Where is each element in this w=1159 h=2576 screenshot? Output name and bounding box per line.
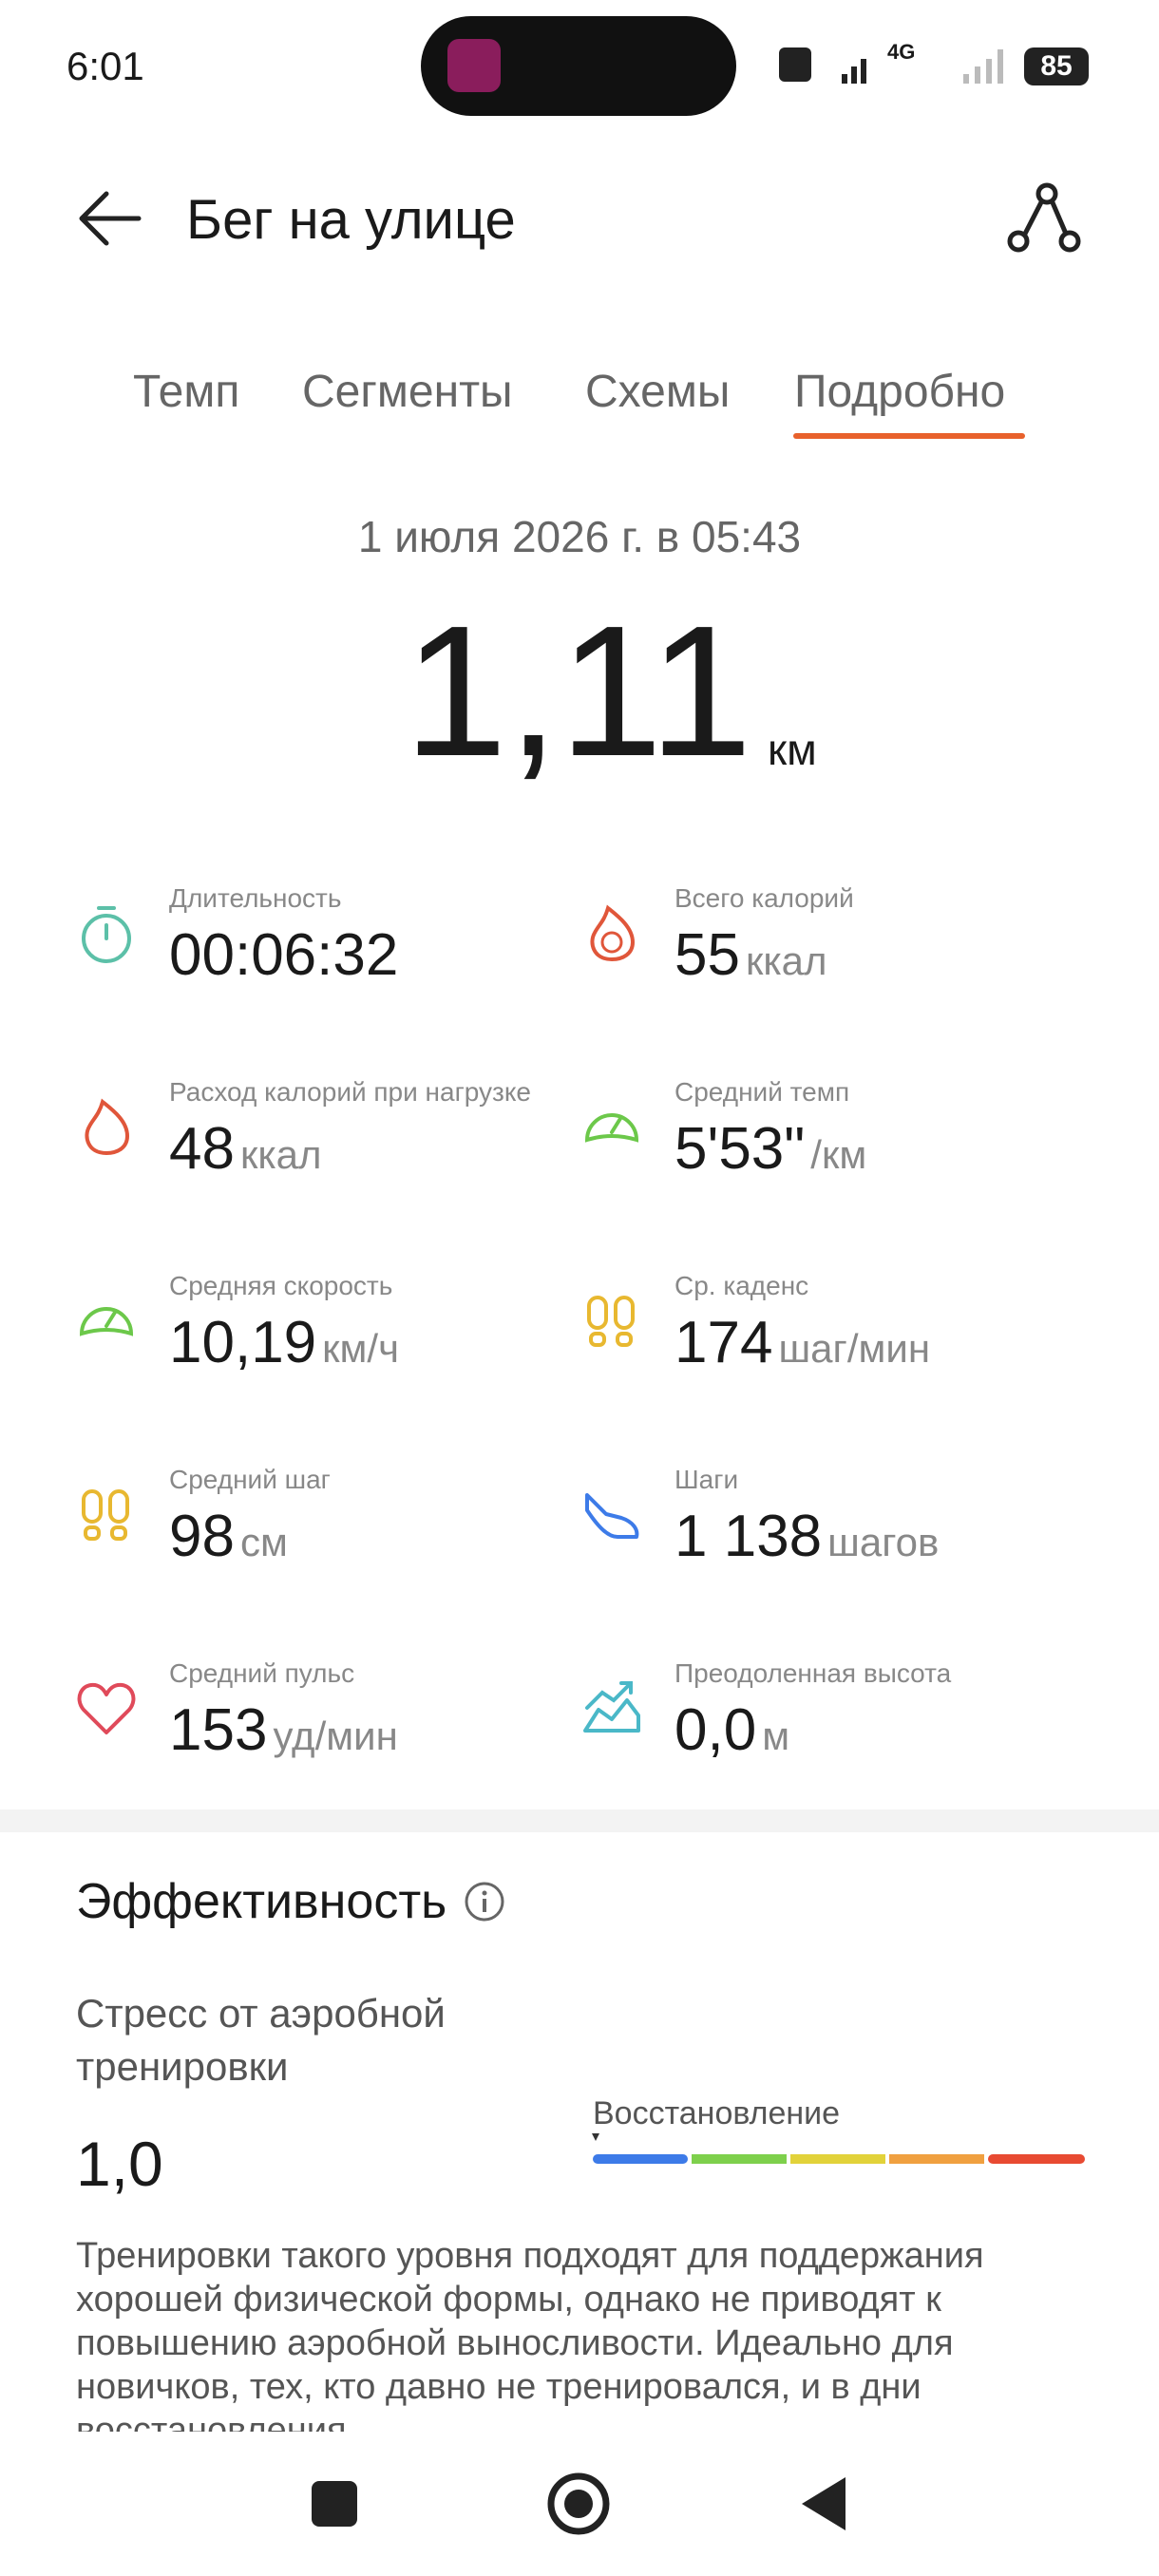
signal-2 — [963, 49, 1003, 84]
metric-label: Стресс от аэробной тренировки — [76, 1991, 446, 2089]
page-title: Бег на улице — [186, 189, 516, 251]
metric-unit: ккал — [745, 938, 827, 983]
metric-icon — [77, 1682, 136, 1734]
distance-value: 1,11 — [404, 587, 752, 795]
metric-number: 48 — [169, 1116, 235, 1182]
metric-icon — [85, 1098, 130, 1156]
metric-value: 5'53"/км — [674, 1115, 866, 1183]
metric-icon — [590, 904, 636, 962]
metric-number: 1 138 — [674, 1504, 823, 1569]
tab-indicator — [793, 433, 1025, 439]
section-title: Эффективность — [76, 1874, 447, 1929]
signal-icons — [779, 47, 866, 84]
camera-pill — [421, 16, 736, 116]
metric-unit: уд/мин — [273, 1714, 398, 1758]
metric-unit: ккал — [239, 1132, 322, 1177]
tab[interactable]: Темп — [133, 367, 240, 417]
metric-value: 10,19 км/ч — [169, 1309, 399, 1376]
metric-label: Средний шаг — [169, 1465, 331, 1494]
metric-unit: км/ч — [322, 1326, 399, 1371]
metric-number: 55 — [674, 922, 740, 988]
metric-unit: шагов — [827, 1520, 940, 1564]
workout-date: 1 июля 2026 г. в 05:43 — [357, 512, 802, 561]
metric-unit: шаг/мин — [778, 1326, 931, 1371]
metric-value: 55 ккал — [674, 921, 827, 989]
metric-unit: /км — [810, 1132, 867, 1177]
metric-value: 48 ккал — [169, 1115, 322, 1183]
metric-value: 1 138 шагов — [674, 1503, 939, 1570]
metric-number: 98 — [169, 1504, 235, 1569]
metric-unit: см — [239, 1520, 288, 1564]
metric-number: 0,0 — [674, 1697, 757, 1763]
metric-label: Длительность — [169, 883, 342, 913]
home-button[interactable] — [547, 2472, 610, 2535]
metric-label: Средний пульс — [169, 1658, 355, 1688]
metric-icon — [585, 1493, 639, 1539]
metric-number: 174 — [674, 1310, 773, 1375]
metric-label: Средний темп — [674, 1077, 850, 1107]
distance-unit: км — [768, 725, 817, 774]
info-button[interactable] — [464, 1881, 505, 1923]
media-icon — [447, 39, 501, 92]
metric-value: 0,0 м — [674, 1696, 789, 1764]
metric-icon — [79, 1307, 134, 1336]
status-time: 6:01 — [66, 44, 144, 88]
back-nav-button[interactable] — [802, 2477, 846, 2530]
scale-bar — [592, 2133, 1085, 2164]
metric-icon — [584, 1113, 639, 1143]
metric-icon — [583, 1681, 640, 1733]
scale-label: Восстановление — [593, 2095, 841, 2131]
metric-icon — [587, 1296, 635, 1347]
metric-number: 10,19 — [169, 1310, 317, 1375]
metric-value: 1,0 — [76, 2129, 163, 2199]
metric-icon — [82, 906, 131, 963]
metric-unit: м — [762, 1714, 790, 1758]
nav-bar — [312, 2472, 846, 2535]
metric-label: Расход калорий при нагрузке — [169, 1077, 532, 1107]
section-divider — [0, 1809, 1159, 1832]
recents-button[interactable] — [312, 2481, 357, 2527]
metric-number: 5'53" — [674, 1116, 806, 1182]
metric-value: 174 шаг/мин — [674, 1309, 930, 1376]
metric-value: 153 уд/мин — [169, 1696, 398, 1764]
metric-value: 98 см — [169, 1503, 288, 1570]
metric-label: Шаги — [674, 1465, 739, 1494]
metric-number: 00:06:32 — [169, 922, 399, 988]
route-button[interactable] — [1007, 182, 1083, 258]
metric-value: 00:06:32 — [169, 921, 398, 989]
tab[interactable]: Сегменты — [302, 367, 513, 417]
metric-label: Средняя скорость — [169, 1271, 393, 1300]
metric-number: 153 — [169, 1697, 268, 1763]
back-button[interactable] — [76, 186, 142, 253]
description: Тренировки такого уровня подходят для по… — [76, 2236, 984, 2432]
network-type: 4G — [887, 40, 916, 64]
metric-label: Ср. каденс — [674, 1271, 809, 1300]
tab[interactable]: Схемы — [585, 367, 731, 417]
metric-label: Преодоленная высота — [674, 1658, 952, 1688]
tab[interactable]: Подробно — [794, 367, 1006, 417]
metric-icon — [82, 1489, 129, 1541]
battery: 85 — [1024, 47, 1089, 85]
metric-label: Всего калорий — [674, 883, 854, 913]
